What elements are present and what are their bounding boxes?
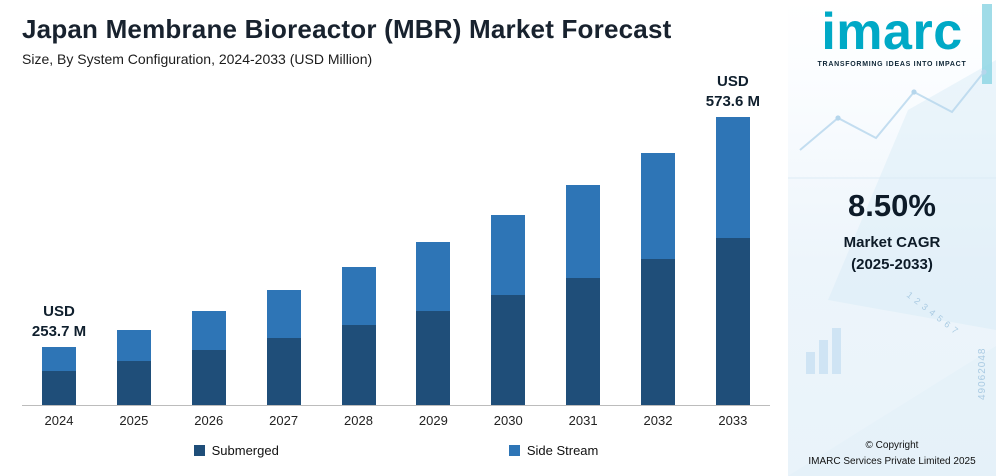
bar-segment-side-stream <box>491 215 526 295</box>
copyright-line2: IMARC Services Private Limited 2025 <box>808 455 976 467</box>
legend-item-side-stream: Side Stream <box>508 443 599 458</box>
decor-wash-shape <box>788 346 996 476</box>
bar-segment-side-stream <box>266 290 301 339</box>
x-axis-label-2024: 2024 <box>44 413 74 428</box>
bar-segment-submerged <box>416 310 451 405</box>
copyright-line1: © Copyright <box>865 440 919 451</box>
bar-segment-side-stream <box>341 267 376 326</box>
page-title: Japan Membrane Bioreactor (MBR) Market F… <box>22 14 672 44</box>
bar-segment-submerged <box>42 371 76 405</box>
cagr-block: 8.50% Market CAGR (2025-2033) <box>788 188 996 276</box>
copyright: © Copyright IMARC Services Private Limit… <box>788 438 996 469</box>
x-axis-label-2033: 2033 <box>718 413 748 428</box>
bar-value-label-2033: USD 573.6 M <box>705 73 760 110</box>
legend-swatch <box>193 445 205 456</box>
decor-point <box>981 69 987 75</box>
stacked-bar-2026 <box>191 310 226 405</box>
decor-point <box>835 115 841 121</box>
bar-segment-side-stream <box>715 117 750 238</box>
legend-label: Side Stream <box>526 443 599 458</box>
plot-area: USD 253.7 M USD 573.6 M <box>22 73 770 406</box>
decor-bar <box>806 352 815 374</box>
legend-label: Submerged <box>211 443 279 458</box>
page-subtitle: Size, By System Configuration, 2024-2033… <box>22 51 373 67</box>
stacked-bar-2027 <box>266 290 301 405</box>
decor-line-chart <box>799 71 985 151</box>
legend-item-submerged: Submerged <box>193 443 279 458</box>
bar-segment-submerged <box>641 258 675 405</box>
bar-column-2033: USD 573.6 M <box>704 73 762 405</box>
x-axis-labels: 2024 2025 2026 2027 2028 2029 2030 2031 2032 2033 <box>22 413 770 428</box>
logo-tagline: TRANSFORMING IDEAS INTO IMPACT <box>817 61 967 69</box>
bar-column-2032 <box>629 105 687 405</box>
bar-column-2027 <box>255 105 313 405</box>
bar-column-2028 <box>330 105 388 405</box>
stacked-bar-2030 <box>491 215 526 405</box>
cagr-label-line2: (2025-2033) <box>851 255 933 273</box>
x-axis-label-2032: 2032 <box>643 413 673 428</box>
decor-bar <box>832 328 841 374</box>
brand-sidebar: 49062048 1 2 3 4 5 6 7 imarc TRANSFORMIN… <box>788 0 996 476</box>
imarc-logo-text: imarc <box>821 3 963 61</box>
bar-column-2029 <box>404 105 462 405</box>
stacked-bar-2024 <box>42 347 76 405</box>
decor-accent-strip <box>982 4 992 84</box>
bar-segment-submerged <box>715 237 750 405</box>
bar-column-2024: USD 253.7 M <box>30 105 88 405</box>
cagr-label: Market CAGR (2025-2033) <box>788 232 996 276</box>
bar-column-2031 <box>554 105 612 405</box>
x-axis-label-2031: 2031 <box>568 413 598 428</box>
decorative-background-graphics: 49062048 1 2 3 4 5 6 7 <box>788 4 996 476</box>
cagr-value: 8.50% <box>848 188 936 223</box>
x-axis-label-2025: 2025 <box>119 413 149 428</box>
stacked-bar-2031 <box>566 185 601 405</box>
bar-column-2025 <box>105 105 163 405</box>
bar-segment-submerged <box>566 277 601 405</box>
bar-segment-side-stream <box>416 242 451 311</box>
cagr-label-line1: Market CAGR <box>843 234 941 251</box>
stacked-bar-2029 <box>416 242 451 405</box>
bar-segment-submerged <box>191 350 226 405</box>
chart-panel: Japan Membrane Bioreactor (MBR) Market F… <box>22 14 770 458</box>
stacked-bar-chart: USD 253.7 M USD 573.6 M 2024 2025 2026 2027 202… <box>22 73 770 458</box>
stacked-bar-2025 <box>116 329 151 405</box>
sidebar-content: imarc TRANSFORMING IDEAS INTO IMPACT 8.5… <box>788 3 996 476</box>
bar-segment-side-stream <box>641 152 675 259</box>
decor-numbers-vertical: 49062048 <box>977 348 988 401</box>
stacked-bar-2028 <box>341 267 376 405</box>
bar-segment-submerged <box>341 325 376 405</box>
imarc-logo: imarc <box>788 3 996 61</box>
chart-legend: Submerged Side Stream <box>22 443 770 458</box>
bar-value-label-2024: USD 253.7 M <box>31 303 87 340</box>
stacked-bar-2032 <box>641 152 675 405</box>
bar-segment-side-stream <box>566 185 601 278</box>
bar-segment-submerged <box>116 361 151 405</box>
x-axis-label-2027: 2027 <box>269 413 299 428</box>
x-axis-label-2028: 2028 <box>344 413 373 428</box>
decor-point <box>911 89 917 95</box>
legend-swatch <box>508 445 520 456</box>
decor-wash-shape <box>828 60 996 330</box>
bar-segment-side-stream <box>116 329 151 362</box>
bar-segment-side-stream <box>191 310 226 351</box>
stacked-bar-2033 <box>715 117 750 405</box>
bar-segment-submerged <box>491 294 526 405</box>
x-axis-label-2026: 2026 <box>194 413 224 428</box>
decor-bar <box>819 340 828 374</box>
bar-segment-submerged <box>266 338 301 405</box>
bar-column-2030 <box>479 105 537 405</box>
x-axis-label-2030: 2030 <box>493 413 523 428</box>
bar-column-2026 <box>180 105 238 405</box>
x-axis-label-2029: 2029 <box>418 413 448 428</box>
bar-segment-side-stream <box>42 347 76 372</box>
